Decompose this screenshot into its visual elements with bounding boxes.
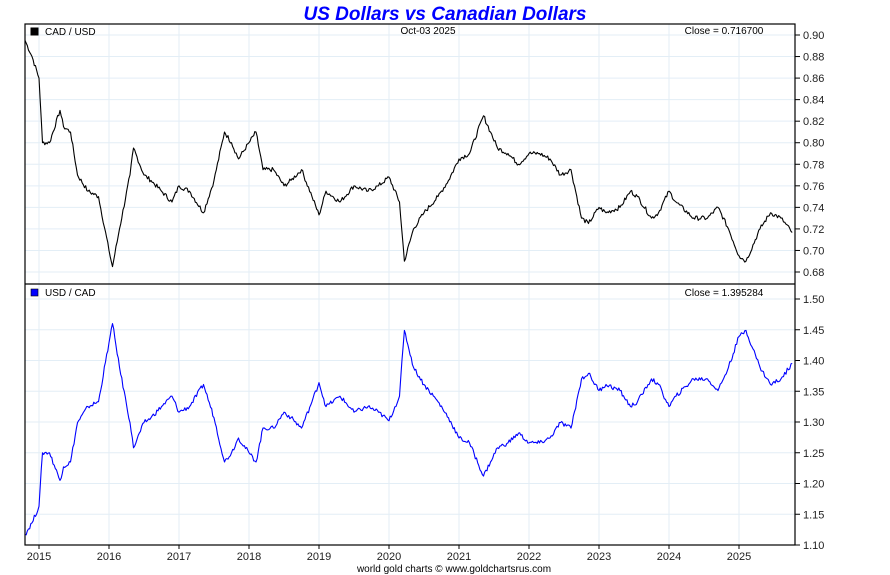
y-tick-label: 0.72 <box>803 224 824 236</box>
legend-cad-usd: CAD / USD <box>45 27 96 38</box>
y-tick-label: 0.82 <box>803 116 824 128</box>
y-tick-label: 0.84 <box>803 95 824 107</box>
series-layer <box>24 40 793 536</box>
y-tick-label: 1.40 <box>803 356 824 368</box>
series-line-cad-usd <box>24 40 793 268</box>
close-label-cad-usd: Close = 0.716700 <box>685 26 764 37</box>
x-tick-label: 2023 <box>587 551 611 563</box>
y-tick-label: 1.20 <box>803 479 824 491</box>
y-tick-label: 1.35 <box>803 386 824 398</box>
footer-credit: world gold charts © www.goldchartsrus.co… <box>356 564 551 575</box>
axes: 2015 2016 2017 2018 2019 2020 2021 2022 2023 2024… <box>27 30 825 563</box>
x-tick-label: 2015 <box>27 551 51 563</box>
x-tick-label: 2025 <box>727 551 751 563</box>
y-tick-label: 1.30 <box>803 417 824 429</box>
x-tick-label: 2017 <box>167 551 191 563</box>
chart-title: US Dollars vs Canadian Dollars <box>304 4 587 25</box>
y-tick-label: 0.76 <box>803 181 824 193</box>
x-tick-label: 2016 <box>97 551 121 563</box>
y-tick-label: 1.10 <box>803 540 824 552</box>
y-tick-label: 0.86 <box>803 73 824 85</box>
y-tick-label: 0.70 <box>803 245 824 257</box>
y-tick-label: 0.80 <box>803 138 824 150</box>
y-tick-label: 1.15 <box>803 509 824 521</box>
legend-usd-cad: USD / CAD <box>45 288 96 299</box>
y-tick-label: 1.25 <box>803 448 824 460</box>
y-tick-label: 0.68 <box>803 267 824 279</box>
grid <box>25 24 795 545</box>
y-tick-label: 1.50 <box>803 294 824 306</box>
x-tick-label: 2018 <box>237 551 261 563</box>
x-tick-label: 2021 <box>447 551 471 563</box>
x-tick-label: 2019 <box>307 551 331 563</box>
series-line-usd-cad <box>24 323 793 536</box>
y-tick-label: 0.74 <box>803 202 824 214</box>
y-tick-label: 0.88 <box>803 52 824 64</box>
date-label: Oct-03 2025 <box>400 26 455 37</box>
y-tick-label: 1.45 <box>803 325 824 337</box>
close-label-usd-cad: Close = 1.395284 <box>685 288 764 299</box>
legend-swatch-cad-usd <box>30 27 39 36</box>
x-tick-label: 2022 <box>517 551 541 563</box>
legend-swatch-usd-cad <box>30 288 39 297</box>
y-tick-label: 0.78 <box>803 159 824 171</box>
x-tick-label: 2024 <box>657 551 681 563</box>
y-tick-label: 0.90 <box>803 30 824 42</box>
x-tick-label: 2020 <box>377 551 401 563</box>
